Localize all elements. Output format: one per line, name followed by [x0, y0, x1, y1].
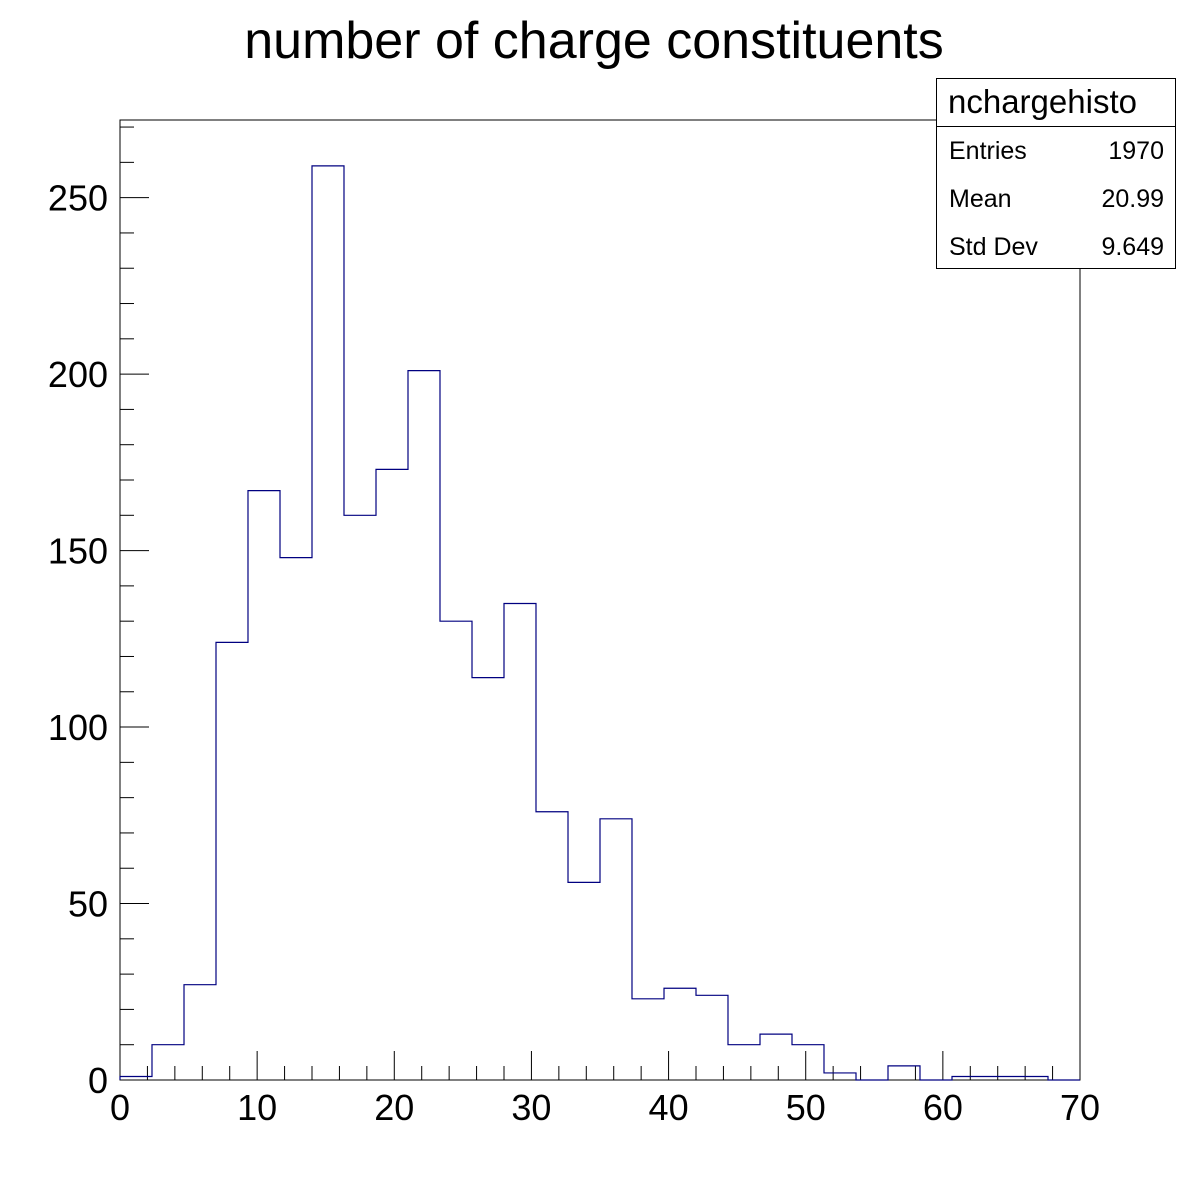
stats-row-mean: Mean 20.99 [937, 175, 1175, 223]
stats-title: nchargehisto [937, 79, 1175, 127]
histogram-bin [600, 819, 632, 1080]
stats-row-entries: Entries 1970 [937, 127, 1175, 175]
histogram-bin [632, 999, 664, 1080]
histogram-bin [536, 812, 568, 1080]
histogram-bin [216, 642, 248, 1080]
x-tick-label: 40 [649, 1087, 689, 1128]
x-tick-label: 60 [923, 1087, 963, 1128]
y-tick-label: 50 [68, 884, 108, 925]
x-tick-label: 30 [511, 1087, 551, 1128]
histogram-bin [248, 491, 280, 1080]
histogram-bin [152, 1045, 184, 1080]
histogram-bin [472, 678, 504, 1080]
y-tick-label: 0 [88, 1060, 108, 1101]
histogram-bin [504, 604, 536, 1080]
stats-row-stddev: Std Dev 9.649 [937, 223, 1175, 271]
histogram-bin [184, 985, 216, 1080]
histogram-bin [312, 166, 344, 1080]
y-axis: 0 50 100 150 200 250 [48, 126, 149, 1101]
y-tick-label: 100 [48, 707, 108, 748]
y-tick-label: 200 [48, 354, 108, 395]
stats-label: Entries [949, 137, 1027, 165]
stats-label: Std Dev [949, 233, 1038, 261]
stats-label: Mean [949, 185, 1012, 213]
histogram-bin [568, 882, 600, 1080]
histogram-outline [119, 165, 1080, 1081]
y-tick-label: 150 [48, 531, 108, 572]
stats-value: 1970 [1108, 137, 1164, 165]
x-tick-label: 50 [786, 1087, 826, 1128]
x-tick-label: 0 [110, 1087, 130, 1128]
stats-value: 9.649 [1101, 233, 1164, 261]
x-tick-label: 70 [1060, 1087, 1100, 1128]
histogram-bin [280, 558, 312, 1080]
histogram-bin [440, 621, 472, 1080]
histogram-bin [760, 1034, 792, 1080]
y-tick-label: 250 [48, 178, 108, 219]
histogram-bin [376, 469, 408, 1080]
x-axis: 0 10 20 30 40 50 60 70 [110, 1051, 1100, 1128]
histogram-bin [408, 371, 440, 1080]
chart-title: number of charge constituents [244, 12, 944, 70]
x-tick-label: 20 [374, 1087, 414, 1128]
stats-box: nchargehisto Entries 1970 Mean 20.99 Std… [936, 78, 1176, 269]
histogram-bins [120, 166, 1048, 1080]
x-tick-label: 10 [237, 1087, 277, 1128]
stats-value: 20.99 [1101, 185, 1164, 213]
histogram-bin [824, 1073, 856, 1080]
histogram-bin [728, 1045, 760, 1080]
plot-frame [119, 119, 1081, 1081]
histogram-bin [344, 515, 376, 1080]
histogram-bin [792, 1045, 824, 1080]
